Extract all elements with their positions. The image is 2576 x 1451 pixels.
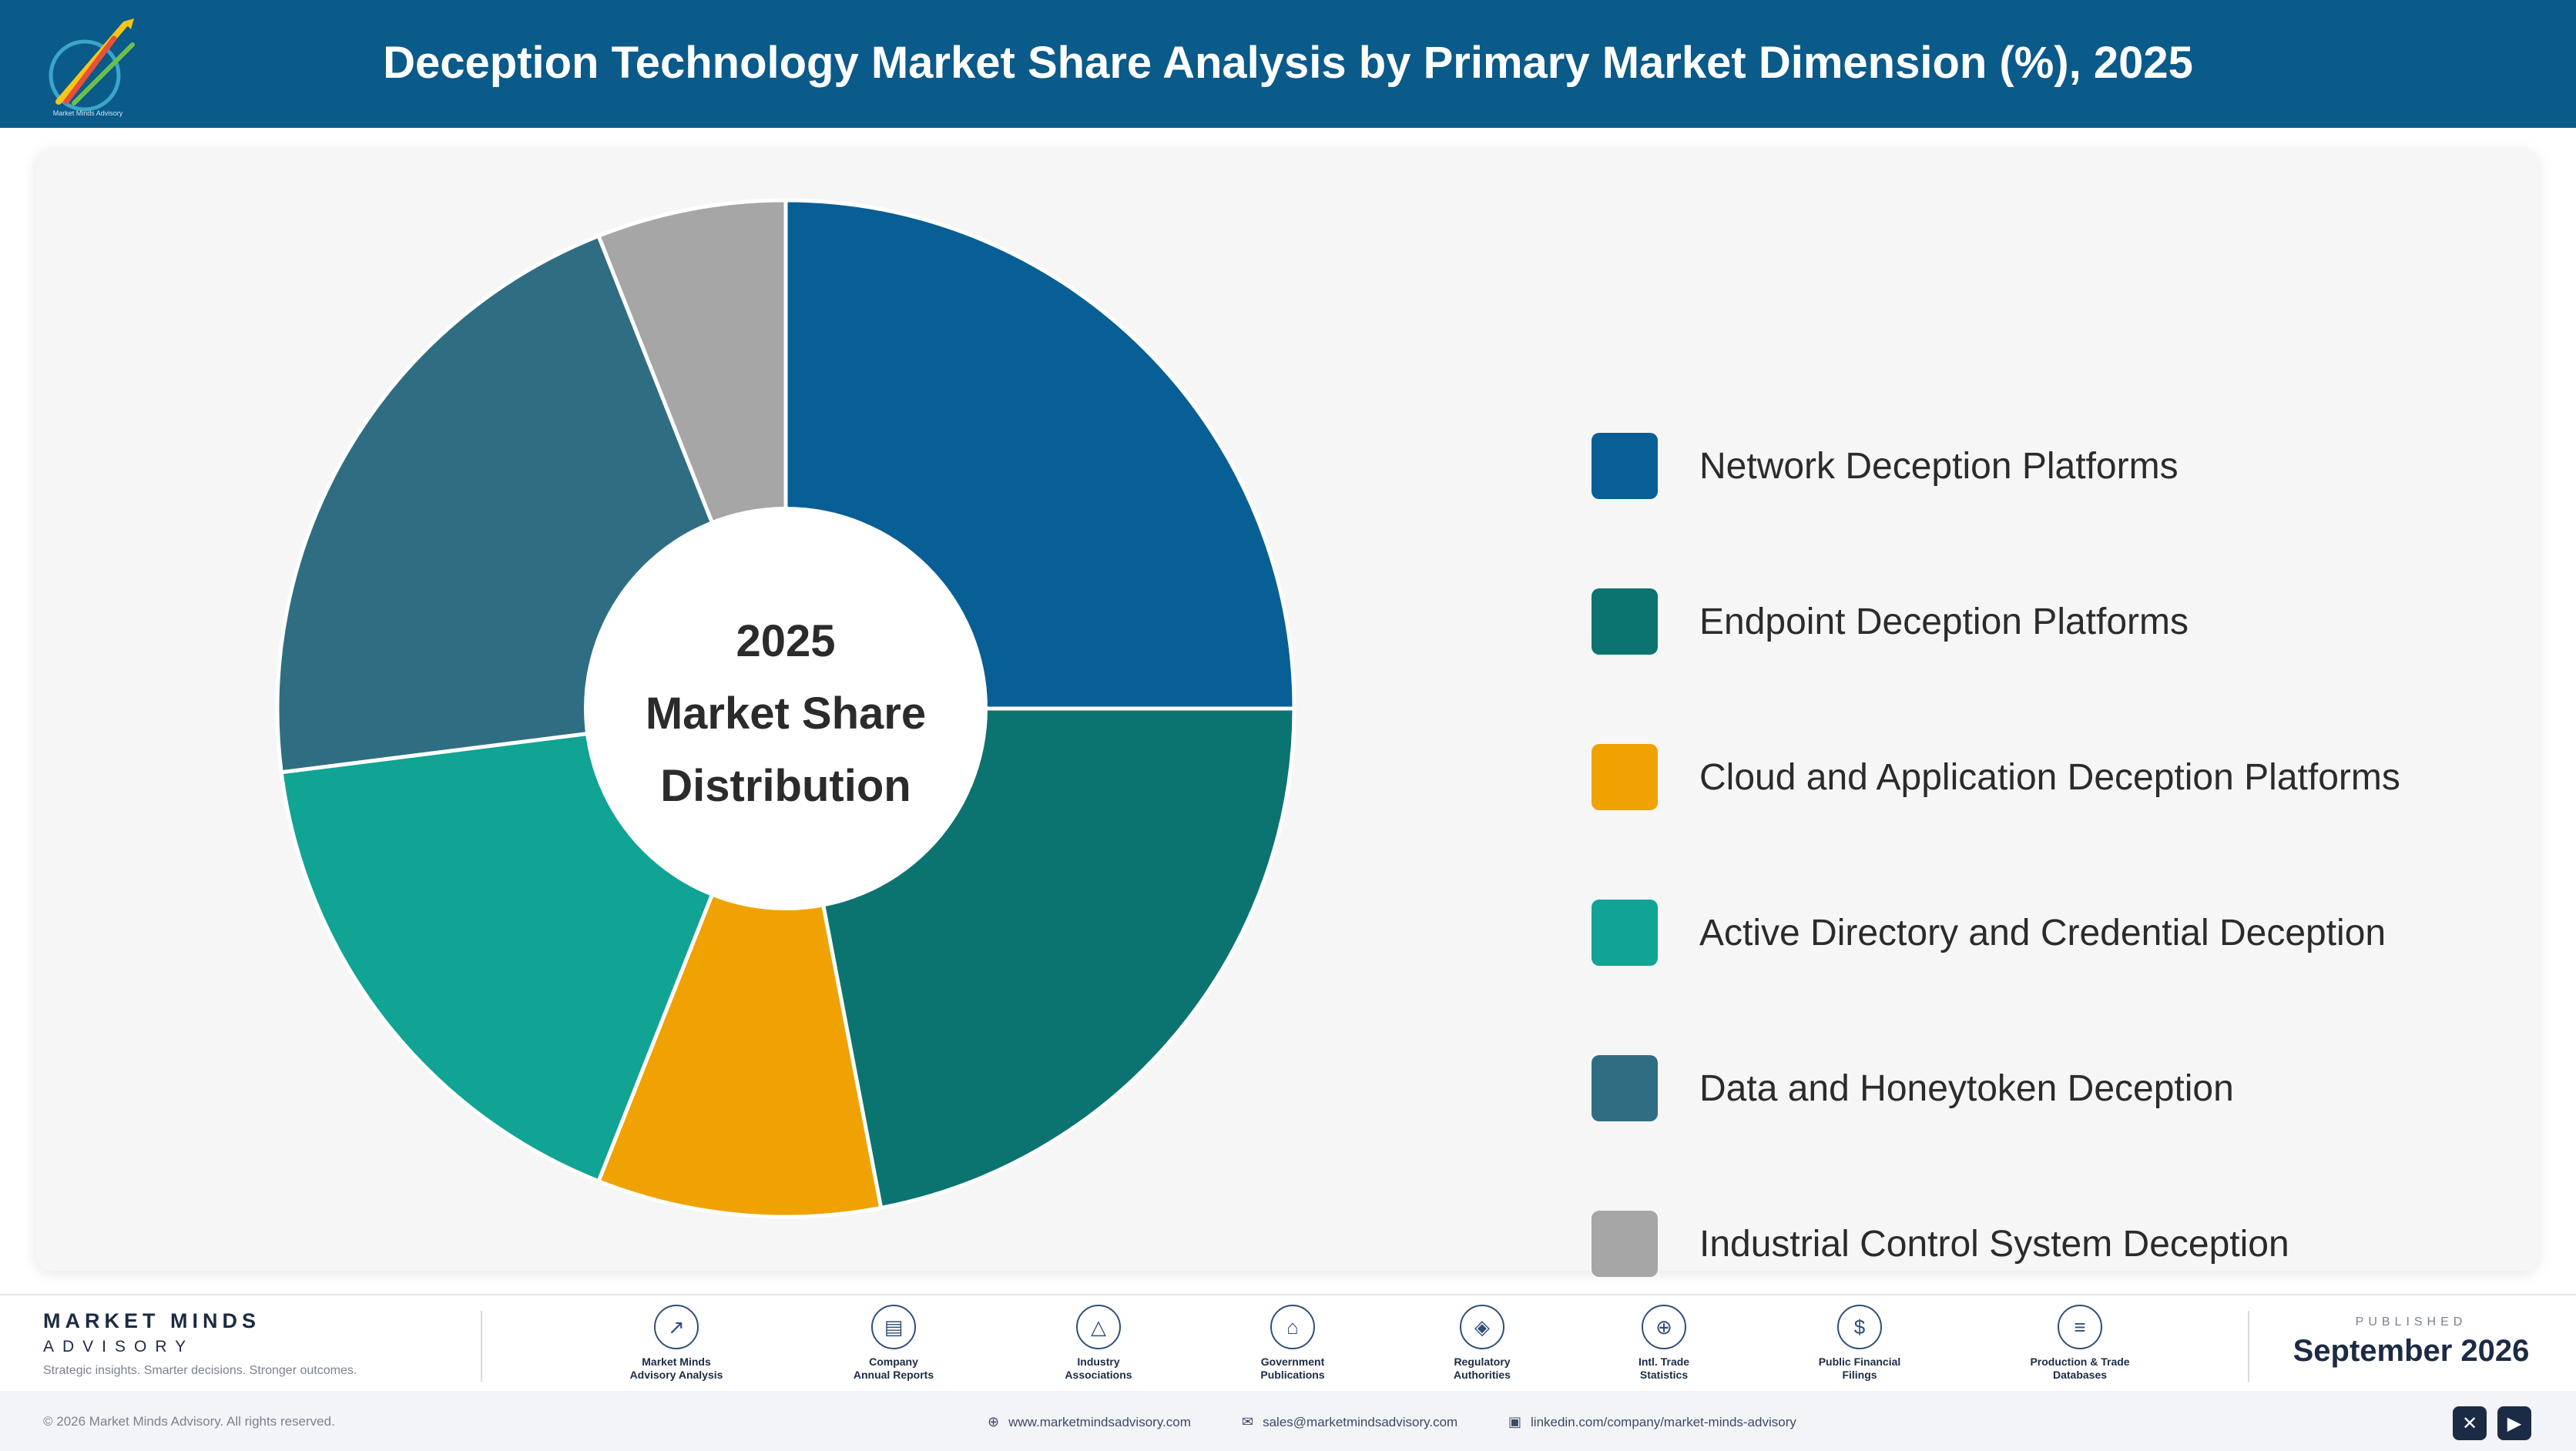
legend-item: Cloud and Application Deception Platform… [1592,744,2516,810]
email-text: sales@marketmindsadvisory.com [1263,1414,1458,1429]
dollar-icon: $ [1837,1305,1882,1349]
building-icon: ⌂ [1270,1305,1315,1349]
legend-item: Endpoint Deception Platforms [1592,588,2516,655]
source-item: ⌂ Government Publications [1208,1305,1377,1382]
legend-label: Industrial Control System Deception [1699,1223,2289,1265]
globe-icon: ⊕ [1642,1305,1686,1349]
source-item: ◈ Regulatory Authorities [1397,1305,1567,1382]
copyright-text: © 2026 Market Minds Advisory. All rights… [43,1414,335,1429]
source-item: $ Public Financial Filings [1775,1305,1944,1382]
legend-item: Active Directory and Credential Deceptio… [1592,900,2516,966]
legend-item: Data and Honeytoken Deception [1592,1055,2516,1121]
data-sources: ↗ Market Minds Advisory Analysis ▤ Company … [555,1305,2142,1389]
chart-card: 2025 Market Share Distribution Network Dec… [35,148,2539,1277]
page-title: Deception Technology Market Share Analys… [383,38,2193,88]
published-date: September 2026 [2293,1334,2530,1368]
source-item: ≡ Production & Trade Databases [1995,1305,2165,1382]
brand-tagline: Strategic insights. Smarter decisions. S… [43,1364,357,1377]
source-label: Company Annual Reports [853,1355,934,1381]
published-block: PUBLISHED September 2026 [2257,1315,2565,1369]
linkedin-link[interactable]: ▣ linkedin.com/company/market-minds-advi… [1508,1414,1796,1430]
source-item: ▤ Company Annual Reports [809,1305,978,1382]
mail-icon: ✉ [1242,1414,1254,1429]
legend-swatch [1592,1211,1658,1277]
svg-text:Market Minds Advisory: Market Minds Advisory [53,109,123,117]
email-link[interactable]: ✉ sales@marketmindsadvisory.com [1242,1414,1457,1430]
pie-chart: 2025 Market Share Distribution [275,198,1296,1219]
network-icon: △ [1076,1305,1121,1349]
footer-brand: MARKET MINDS ADVISORY Strategic insights… [43,1309,444,1378]
brand-name: MARKET MINDS [43,1309,260,1332]
shield-icon: ◈ [1460,1305,1504,1349]
document-icon: ▤ [871,1305,916,1349]
database-icon: ≡ [2058,1305,2102,1349]
donut-center [584,507,988,910]
center-label-line: 2025 [736,616,835,666]
linkedin-icon: ▣ [1508,1414,1522,1429]
legend-label: Endpoint Deception Platforms [1699,601,2189,642]
source-label: Market Minds Advisory Analysis [629,1355,723,1381]
youtube-social-button[interactable]: ▶ [2497,1406,2531,1440]
source-label: Regulatory Authorities [1454,1355,1511,1381]
trend-chart-icon: ↗ [654,1305,699,1349]
footer-bottom-bar: © 2026 Market Minds Advisory. All rights… [0,1391,2576,1451]
center-label-line: Market Share [646,689,926,739]
legend-swatch [1592,744,1658,810]
footer: MARKET MINDS ADVISORY Strategic insights… [0,1294,2576,1451]
source-label: Industry Associations [1065,1355,1132,1381]
footer-divider [2248,1311,2249,1382]
youtube-icon: ▶ [2507,1412,2522,1434]
brand-subtitle: ADVISORY [43,1338,195,1355]
legend-swatch [1592,588,1658,655]
linkedin-text: linkedin.com/company/market-minds-adviso… [1531,1414,1796,1429]
source-label: Production & Trade Databases [2030,1355,2130,1381]
company-logo-icon: Market Minds Advisory [49,18,135,117]
legend-label: Active Directory and Credential Deceptio… [1699,912,2386,953]
legend-item: Network Deception Platforms [1592,433,2516,499]
pie-slice-cloud-and-application-deception-platforms [595,702,884,1219]
source-item: ⊕ Intl. Trade Statistics [1579,1305,1749,1382]
legend-swatch [1592,433,1658,499]
source-item: ↗ Market Minds Advisory Analysis [592,1305,761,1382]
source-item: △ Industry Associations [1014,1305,1183,1382]
legend-item: Industrial Control System Deception [1592,1211,2516,1277]
center-label-line: Distribution [660,761,911,811]
legend-swatch [1592,1055,1658,1121]
footer-divider [481,1311,482,1382]
legend-label: Cloud and Application Deception Platform… [1699,756,2400,798]
header-bar: Market Minds Advisory Deception Technolo… [0,0,2576,128]
legend-label: Data and Honeytoken Deception [1699,1067,2234,1109]
x-social-button[interactable]: ✕ [2453,1406,2487,1440]
source-label: Intl. Trade Statistics [1638,1355,1690,1381]
globe-icon: ⊕ [988,1414,1000,1429]
legend-label: Network Deception Platforms [1699,445,2179,487]
x-icon: ✕ [2461,1412,2478,1434]
website-text: www.marketmindsadvisory.com [1008,1414,1191,1429]
legend-swatch [1592,900,1658,966]
source-label: Government Publications [1260,1355,1325,1381]
website-link[interactable]: ⊕ www.marketmindsadvisory.com [988,1414,1191,1430]
source-label: Public Financial Filings [1818,1355,1901,1381]
published-label: PUBLISHED [2355,1315,2467,1329]
